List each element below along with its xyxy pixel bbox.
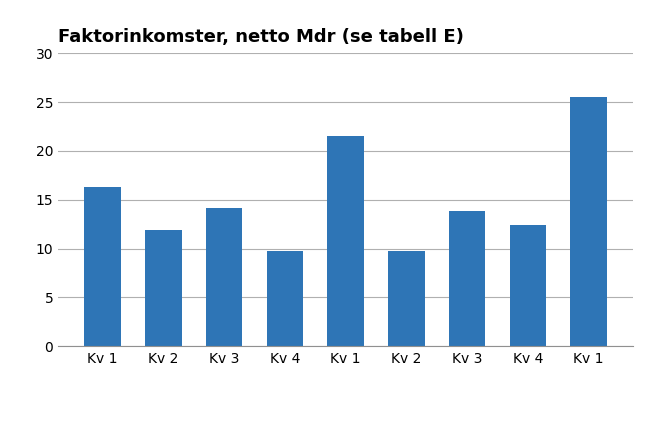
Bar — [145, 230, 182, 346]
Bar — [84, 187, 121, 346]
Bar — [388, 250, 424, 346]
Bar — [449, 210, 485, 346]
Bar — [206, 208, 242, 346]
Bar — [570, 97, 607, 346]
Bar — [510, 225, 546, 346]
Bar — [328, 136, 364, 346]
Text: Faktorinkomster, netto Mdr (se tabell E): Faktorinkomster, netto Mdr (se tabell E) — [58, 28, 464, 46]
Bar — [267, 250, 303, 346]
